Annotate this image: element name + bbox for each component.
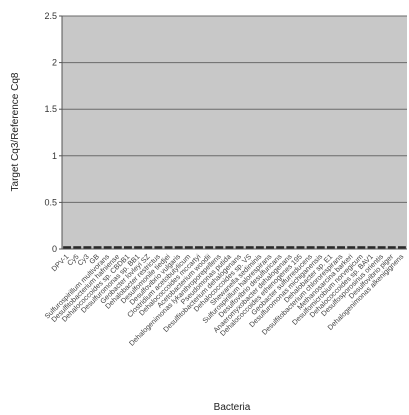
gridlines	[62, 15, 407, 203]
bar	[164, 246, 173, 249]
bar	[103, 246, 112, 249]
bar	[347, 246, 356, 249]
bar	[387, 246, 396, 249]
bar	[296, 246, 305, 249]
bar	[123, 246, 132, 249]
bar	[245, 246, 254, 249]
bar	[93, 246, 102, 249]
bar	[195, 246, 203, 249]
bar	[205, 246, 214, 249]
bar	[266, 246, 274, 249]
bar	[357, 246, 366, 249]
bar	[377, 246, 386, 249]
y-tick-labels: 0 0.5 1 1.5 2 2.5	[44, 11, 62, 254]
bar	[276, 246, 285, 249]
y-tick-label: 1	[52, 151, 57, 161]
bar	[154, 246, 163, 249]
bars	[63, 246, 406, 249]
bar	[215, 246, 224, 249]
bar	[144, 246, 153, 249]
plot-background	[62, 16, 407, 249]
y-tick-label: 0	[52, 244, 57, 254]
bar	[113, 246, 122, 249]
bar	[337, 246, 346, 249]
bar	[73, 246, 82, 249]
y-tick-label: 2.5	[44, 11, 57, 21]
y-tick-label: 0.5	[44, 197, 57, 207]
bar	[326, 246, 335, 249]
y-tick-label: 1.5	[44, 104, 57, 114]
bar	[63, 246, 72, 249]
bar	[235, 246, 244, 249]
bar	[174, 246, 183, 249]
bar	[397, 246, 406, 249]
bar	[225, 246, 234, 249]
bar	[367, 246, 376, 249]
y-axis-title: Target Cq3/Reference Cq8	[10, 72, 21, 191]
bar	[134, 246, 143, 249]
x-axis-title: Bacteria	[214, 402, 251, 413]
bar	[83, 246, 92, 249]
bar	[255, 246, 264, 249]
bar	[316, 246, 325, 249]
bar	[184, 246, 193, 249]
bar	[286, 246, 295, 249]
bar	[306, 246, 315, 249]
y-tick-label: 2	[52, 58, 57, 68]
